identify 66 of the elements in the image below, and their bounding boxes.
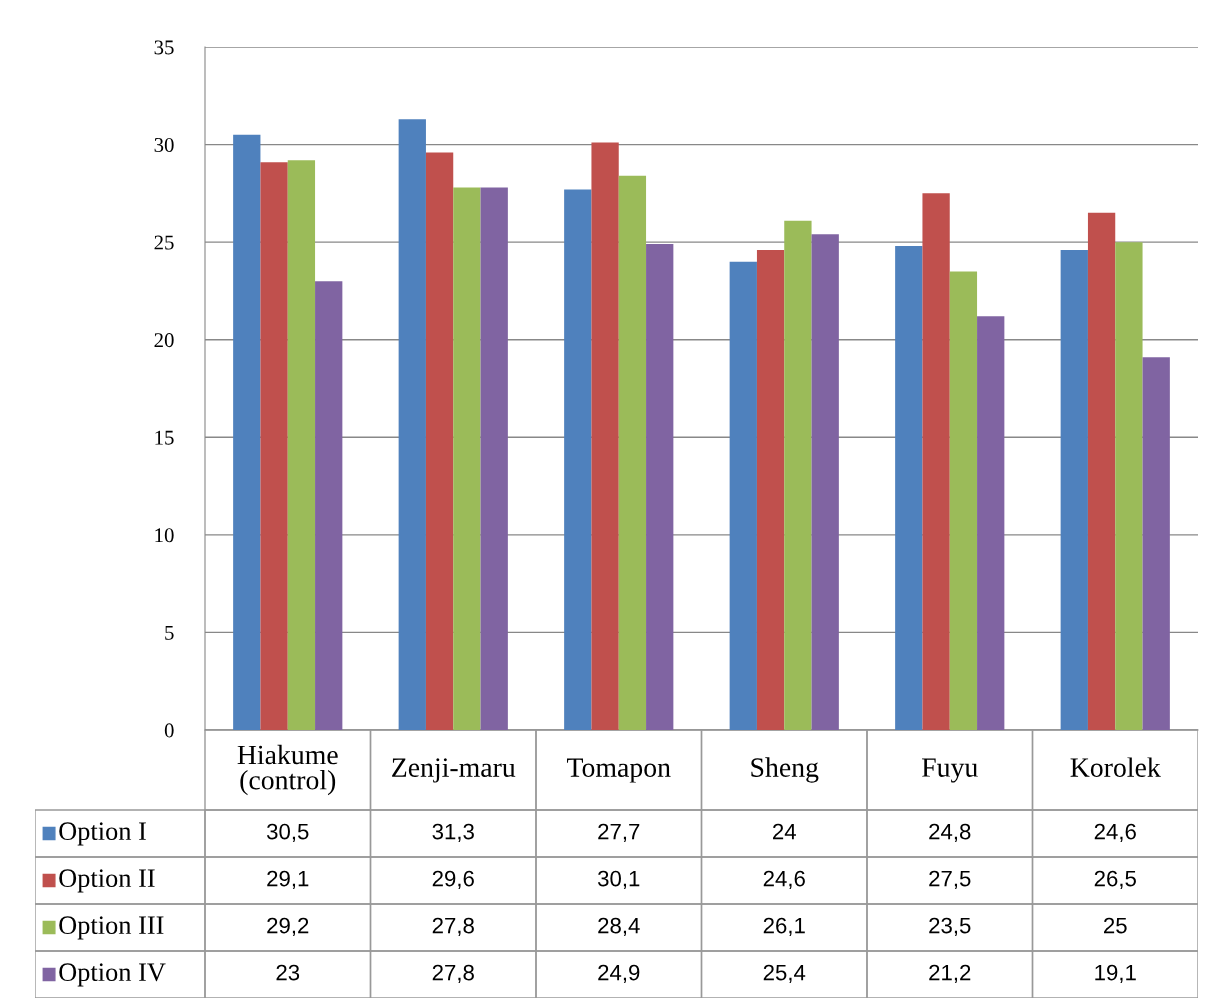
bar [811,234,839,730]
data-label: 26,5 [1094,870,1136,890]
bar [756,249,785,730]
data-label: 24 [773,823,796,840]
bar [260,162,288,730]
data-label: 19,1 [1095,964,1136,984]
bar [977,316,1005,730]
bar [784,220,812,730]
bar [1142,357,1170,730]
bar [591,142,619,730]
data-label: 30,1 [597,870,640,890]
data-label: 26,1 [763,917,805,937]
data-label: 29,1 [267,870,309,890]
bar [729,261,757,730]
bar [646,244,674,730]
y-tick-label: 35 [154,40,174,55]
y-tick-label: 0 [164,723,174,738]
data-label: 23 [276,964,300,981]
data-label: 24,6 [763,870,805,890]
data-label: 21,2 [929,964,971,984]
y-tick-label: 15 [155,430,174,445]
bar [949,271,978,730]
legend-label: Option III [59,916,164,940]
data-label: 25,4 [763,964,806,984]
data-label: 30,5 [266,823,309,843]
y-tick-label: 10 [155,528,174,543]
bar [453,187,481,730]
legend-label: Option II [59,869,155,893]
bar [425,152,454,730]
data-label: 27,5 [929,870,971,890]
bar [287,160,316,730]
x-tick-label: Tomapon [567,758,671,783]
data-label: 24,6 [1094,823,1136,843]
data-label: 23,5 [929,917,971,937]
data-label: 28,4 [598,917,640,937]
x-tick-label: Korolek [1070,757,1161,777]
bar [1087,212,1116,730]
bar [1060,249,1088,730]
bar [315,281,343,730]
data-label: 29,2 [267,917,309,937]
data-label: 24,9 [598,964,640,984]
x-tick-label: Sheng [751,757,819,783]
y-tick-label: 20 [154,333,174,348]
x-tick-label: Fuyu [921,758,978,783]
bar [618,175,647,730]
bar [895,246,923,730]
data-label: 27,8 [432,917,474,937]
bar [480,187,508,730]
data-label: 25 [1104,917,1127,934]
data-label: 29,6 [432,870,474,890]
bar [398,119,426,730]
bar [922,193,950,730]
y-tick-label: 5 [165,626,174,640]
bar [1115,242,1143,730]
data-label: 27,7 [598,823,640,843]
x-tick-label: Hiakume (control) [237,744,338,796]
legend-label: Option IV [59,963,166,987]
y-tick-label: 25 [154,235,174,250]
bar [564,189,592,730]
bar [233,134,261,730]
data-label: 31,3 [432,823,474,843]
legend-label: Option I [59,822,146,846]
x-tick-label: Zenji-maru [392,758,516,783]
data-label: 27,8 [432,964,474,984]
data-label: 24,8 [929,823,971,843]
y-tick-label: 30 [154,137,174,152]
